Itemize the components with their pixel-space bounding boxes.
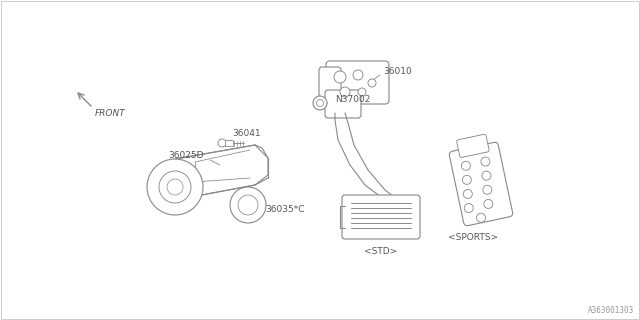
Circle shape [317, 100, 323, 107]
FancyBboxPatch shape [342, 195, 420, 239]
Circle shape [340, 87, 350, 97]
Text: 36041: 36041 [232, 129, 260, 138]
Circle shape [477, 213, 486, 222]
Text: <STD>: <STD> [364, 247, 397, 257]
FancyBboxPatch shape [457, 134, 489, 157]
Circle shape [461, 161, 470, 170]
Circle shape [334, 71, 346, 83]
Circle shape [463, 189, 472, 198]
Text: N37002: N37002 [335, 95, 371, 105]
Circle shape [159, 171, 191, 203]
Circle shape [353, 70, 363, 80]
FancyBboxPatch shape [325, 90, 361, 118]
Circle shape [464, 204, 473, 212]
Circle shape [462, 175, 471, 184]
Circle shape [230, 187, 266, 223]
Circle shape [483, 185, 492, 194]
Text: A363001303: A363001303 [588, 306, 634, 315]
FancyBboxPatch shape [319, 67, 341, 98]
FancyBboxPatch shape [326, 61, 389, 104]
Circle shape [368, 79, 376, 87]
Bar [225, 140, 233, 146]
Circle shape [358, 88, 366, 96]
Circle shape [238, 195, 258, 215]
Text: 36010: 36010 [383, 68, 412, 76]
Circle shape [167, 179, 183, 195]
Polygon shape [175, 145, 268, 200]
Circle shape [484, 199, 493, 208]
Text: 36035*C: 36035*C [265, 205, 305, 214]
Text: 36025D: 36025D [168, 150, 204, 159]
Text: <SPORTS>: <SPORTS> [448, 234, 498, 243]
Circle shape [481, 157, 490, 166]
Text: FRONT: FRONT [95, 108, 125, 117]
Circle shape [482, 171, 491, 180]
Circle shape [218, 139, 226, 147]
Circle shape [147, 159, 203, 215]
FancyBboxPatch shape [449, 142, 513, 226]
Circle shape [313, 96, 327, 110]
